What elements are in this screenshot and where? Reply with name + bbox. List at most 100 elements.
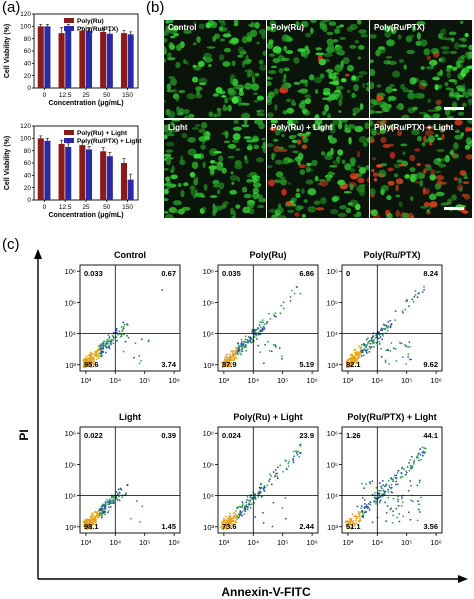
- event-dot: [398, 513, 401, 515]
- event-dot: [350, 527, 353, 530]
- event-dot: [226, 358, 229, 361]
- event-dot: [120, 488, 123, 491]
- event-dot: [396, 483, 399, 486]
- event-dot: [369, 482, 372, 485]
- cell: [280, 57, 290, 62]
- event-dot: [226, 353, 229, 356]
- event-dot: [346, 366, 348, 368]
- cell: [352, 107, 361, 114]
- cell: [241, 124, 250, 128]
- event-dot: [346, 359, 349, 362]
- cell: [380, 185, 390, 192]
- cell: [428, 193, 437, 201]
- cell: [451, 101, 458, 109]
- cell: [287, 181, 292, 185]
- cell: [339, 24, 344, 28]
- cell: [371, 168, 375, 173]
- event-dot: [126, 483, 129, 486]
- event-dot: [243, 505, 246, 508]
- cell: [440, 46, 450, 50]
- micro-image-polyru: Poly(Ru): [267, 20, 369, 118]
- cell: [258, 197, 266, 203]
- event-dot: [100, 513, 103, 515]
- cell: [411, 129, 420, 136]
- event-dot: [362, 348, 364, 351]
- event-dot: [113, 498, 115, 501]
- y-tick-label: 120: [20, 123, 31, 130]
- cell: [455, 94, 465, 98]
- cell: [333, 93, 339, 100]
- cell: [332, 160, 341, 165]
- event-dot: [354, 352, 357, 354]
- event-dot: [263, 487, 265, 489]
- event-dot: [407, 345, 409, 348]
- event-dot: [258, 490, 261, 493]
- x-tick-label: 10⁴: [372, 538, 384, 547]
- cell: [332, 120, 339, 126]
- x-tick-label: 25: [82, 92, 90, 99]
- event-dot: [246, 496, 249, 498]
- cell: [438, 32, 444, 39]
- event-dot: [235, 515, 238, 518]
- event-dot: [125, 322, 128, 325]
- cell: [281, 134, 285, 138]
- x-tick-label: 0: [43, 204, 47, 211]
- event-dot: [378, 337, 380, 340]
- cell: [429, 173, 437, 181]
- cell: [267, 42, 274, 50]
- event-dot: [259, 491, 262, 494]
- cell: [412, 107, 418, 111]
- event-dot: [299, 452, 302, 455]
- cell: [426, 55, 431, 60]
- cell: [193, 153, 202, 159]
- cell: [301, 214, 306, 218]
- event-dot: [237, 342, 240, 345]
- cell: [393, 173, 399, 178]
- event-dot: [93, 511, 96, 514]
- cell: [250, 21, 255, 28]
- event-dot: [253, 333, 256, 336]
- event-dot: [410, 466, 413, 469]
- event-dot: [263, 327, 266, 330]
- bar: [65, 146, 72, 200]
- event-dot: [401, 501, 404, 504]
- event-dot: [240, 348, 243, 350]
- cell: [245, 83, 252, 87]
- cell: [459, 20, 464, 25]
- cell: [430, 61, 435, 67]
- event-dot: [407, 511, 410, 514]
- cell: [350, 161, 355, 167]
- cell: [401, 114, 410, 118]
- cell: [458, 37, 466, 41]
- event-dot: [118, 492, 121, 495]
- y-axis-label: Cell Viability (%): [4, 24, 11, 78]
- cell: [248, 69, 252, 73]
- event-dot: [247, 499, 250, 502]
- event-dot: [359, 517, 361, 520]
- event-dot: [413, 461, 415, 463]
- cell: [345, 73, 350, 77]
- event-dot: [100, 352, 102, 354]
- event-dot: [103, 509, 105, 512]
- event-dot: [115, 331, 118, 334]
- cell: [305, 166, 311, 173]
- cell: [389, 83, 395, 88]
- event-dot: [233, 514, 236, 517]
- cell: [370, 59, 375, 64]
- cell: [381, 107, 390, 113]
- event-dot: [398, 520, 401, 523]
- cell: [189, 171, 196, 178]
- cell: [230, 171, 234, 175]
- cell: [212, 37, 216, 42]
- cell: [445, 87, 452, 91]
- cell: [164, 167, 169, 171]
- cell: [274, 159, 283, 165]
- cell: [183, 108, 190, 115]
- event-dot: [418, 503, 420, 506]
- event-dot: [122, 321, 125, 324]
- micro-label-light: Light: [168, 123, 188, 132]
- cell: [277, 203, 282, 209]
- event-dot: [279, 464, 282, 467]
- y-tick-label: 10³: [203, 361, 214, 370]
- cell: [438, 84, 442, 89]
